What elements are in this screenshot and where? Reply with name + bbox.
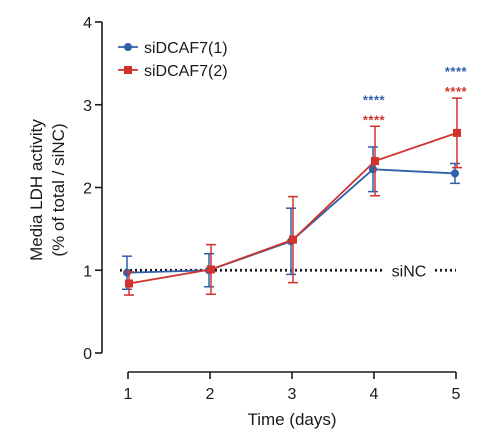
- legend-swatch-marker: [124, 43, 132, 51]
- legend-item-0: siDCAF7(1): [118, 40, 228, 57]
- data-point: [453, 128, 461, 137]
- x-tick-label: 3: [288, 386, 297, 403]
- data-point: [123, 268, 131, 277]
- data-point: [451, 169, 459, 178]
- legend-item-1: siDCAF7(2): [118, 63, 228, 80]
- axes: 0 1 2 3 4 1 2 3 4 5: [83, 15, 460, 403]
- annotation-group: **** **** **** ****: [363, 64, 468, 127]
- data-point: [125, 279, 133, 288]
- significance-label: ****: [445, 64, 468, 79]
- significance-label: ****: [445, 84, 468, 99]
- significance-label: ****: [363, 92, 386, 107]
- significance-label: ****: [363, 112, 386, 127]
- y-tick-label: 0: [83, 346, 92, 363]
- y-axis-title-line-1: Media LDH activity: [27, 119, 46, 261]
- data-point: [207, 265, 215, 274]
- data-point: [371, 157, 379, 166]
- y-axis-title-line-2: (% of total / siNC): [49, 123, 68, 256]
- y-tick-label: 4: [83, 15, 92, 32]
- x-tick-label: 1: [124, 386, 133, 403]
- x-axis-title: Time (days): [247, 410, 336, 429]
- series-group: [122, 97, 462, 296]
- x-tick-label: 4: [370, 386, 379, 403]
- legend-label: siDCAF7(1): [144, 40, 228, 57]
- legend-label: siDCAF7(2): [144, 63, 228, 80]
- x-tick-label: 2: [206, 386, 215, 403]
- data-point: [289, 235, 297, 244]
- legend: siDCAF7(1) siDCAF7(2): [118, 40, 228, 80]
- reference-line-label: siNC: [392, 263, 427, 280]
- y-tick-label: 3: [83, 98, 92, 115]
- x-tick-label: 5: [452, 386, 461, 403]
- reference-line-group: siNC: [120, 263, 456, 280]
- series-1: [124, 97, 462, 296]
- legend-swatch-marker: [124, 66, 132, 74]
- y-tick-label: 1: [83, 263, 92, 280]
- y-tick-label: 2: [83, 181, 92, 198]
